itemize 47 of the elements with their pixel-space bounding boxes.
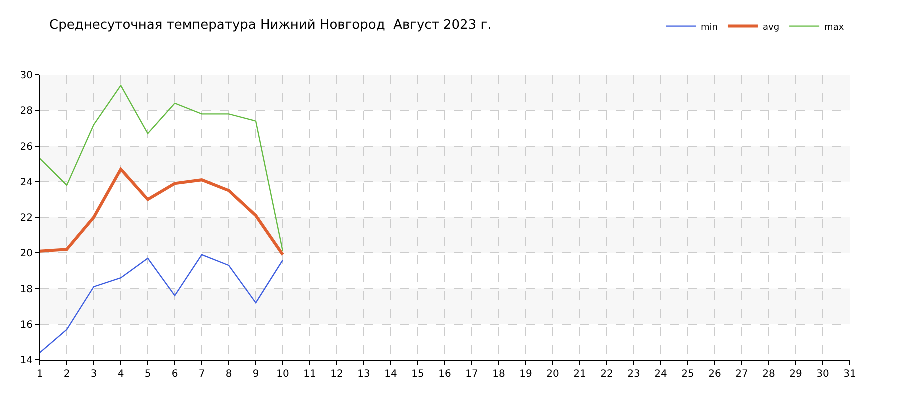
x-tick-label: 17 [466, 369, 478, 380]
legend-label: avg [762, 22, 780, 33]
x-tick-label: 7 [198, 369, 206, 380]
y-tick-label: 30 [20, 70, 33, 82]
x-tick-label: 11 [304, 369, 316, 380]
x-tick-label: 6 [172, 369, 178, 380]
line-series [40, 254, 284, 354]
x-tick-label: 19 [520, 369, 532, 380]
x-tick-label: 10 [276, 369, 290, 380]
x-tick-label: 28 [762, 369, 776, 380]
x-tick-label: 20 [546, 369, 560, 380]
x-tick-label: 23 [628, 369, 640, 380]
legend-label: min [701, 22, 718, 33]
x-tick-label: 16 [438, 369, 452, 380]
x-tick-label: 22 [600, 369, 614, 380]
x-tick-label: 13 [358, 369, 370, 380]
y-tick-label: 24 [20, 177, 33, 188]
y-tick-label: 26 [20, 142, 33, 153]
x-tick-label: 15 [412, 369, 424, 380]
legend-label: max [824, 22, 845, 33]
x-tick-label: 25 [682, 369, 694, 380]
x-tick-label: 30 [816, 369, 830, 380]
x-tick-label: 5 [144, 369, 152, 380]
x-tick-label: 2 [64, 369, 70, 380]
x-tick-label: 31 [844, 369, 856, 380]
x-tick-label: 9 [252, 369, 260, 380]
x-tick-label: 3 [90, 369, 98, 380]
x-tick-label: 18 [492, 369, 506, 380]
y-tick-label: 14 [20, 356, 33, 366]
line-series [40, 168, 284, 256]
y-tick-label: 28 [20, 106, 33, 118]
x-tick-label: 21 [574, 369, 586, 380]
x-tick-label: 14 [384, 369, 398, 380]
x-tick-label: 27 [736, 369, 748, 380]
y-tick-label: 22 [20, 213, 33, 224]
x-tick-label: 1 [36, 369, 44, 380]
y-tick-label: 20 [20, 248, 33, 260]
x-tick-label: 12 [330, 369, 344, 380]
x-tick-label: 24 [654, 369, 668, 380]
x-tick-label: 26 [708, 369, 722, 380]
chart-title: Среднесуточная температура Нижний Новгород Август 2023 г. [50, 18, 492, 34]
y-tick-label: 18 [20, 284, 33, 296]
x-tick-label: 4 [118, 369, 124, 380]
x-tick-label: 29 [790, 369, 802, 380]
line-series [40, 85, 284, 252]
y-tick-label: 16 [20, 320, 33, 331]
x-tick-label: 8 [226, 369, 232, 380]
